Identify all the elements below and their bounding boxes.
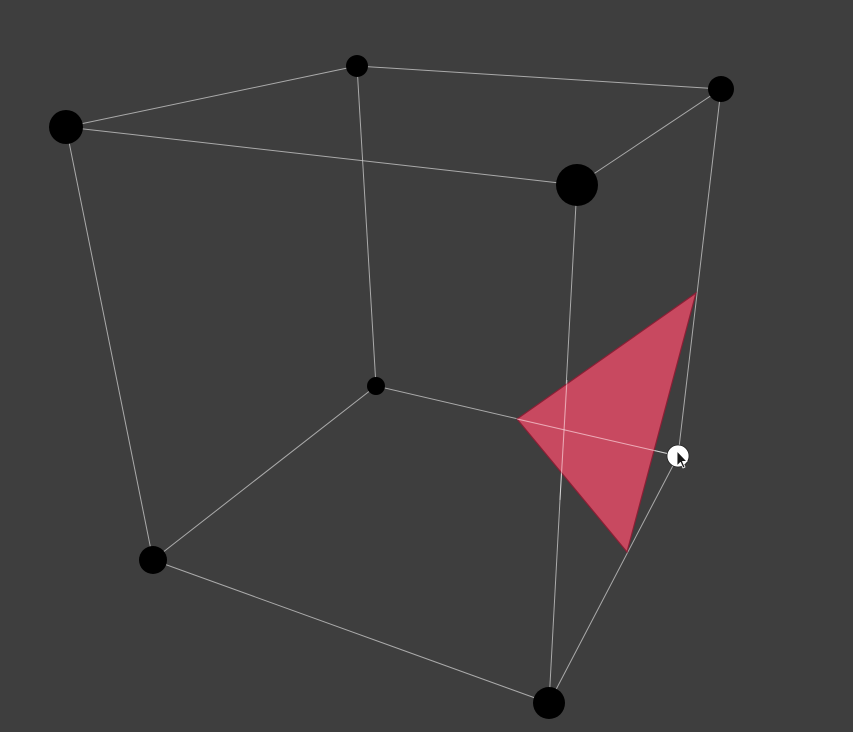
vertex-top-back-icon[interactable] — [346, 55, 368, 77]
edges-through-triangle — [516, 379, 679, 501]
edge-bottom-left — [152, 559, 550, 704]
vertex-bottom-back-icon[interactable] — [367, 377, 385, 395]
edge-top-back — [65, 65, 358, 128]
section-triangle[interactable] — [516, 291, 698, 554]
vertex-top-front-icon[interactable] — [556, 164, 598, 206]
vertex-top-right-icon[interactable] — [708, 76, 734, 102]
edge-vertical-left — [65, 126, 154, 561]
mouse-pointer-icon — [676, 450, 688, 469]
edge-bottom-front — [548, 455, 679, 704]
edge-top-front — [576, 88, 722, 186]
edge-vertical-back — [356, 65, 377, 387]
vertex-top-left-icon[interactable] — [49, 110, 83, 144]
vertex-bottom-left-icon[interactable] — [139, 546, 167, 574]
cube-vertices — [49, 55, 734, 719]
edge-top-right — [356, 65, 722, 90]
edge-bottom-back — [152, 385, 377, 561]
edge-vertical-front-overlay — [559, 379, 568, 501]
edge-top-left — [65, 126, 578, 186]
edge-bottom-right-overlay — [516, 418, 679, 457]
vertex-bottom-front-icon[interactable] — [533, 687, 565, 719]
edge-vertical-right — [677, 88, 722, 457]
